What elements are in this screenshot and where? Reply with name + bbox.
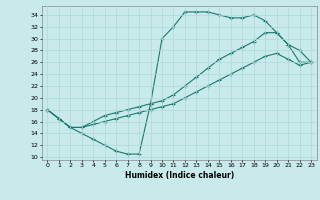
X-axis label: Humidex (Indice chaleur): Humidex (Indice chaleur) xyxy=(124,171,234,180)
